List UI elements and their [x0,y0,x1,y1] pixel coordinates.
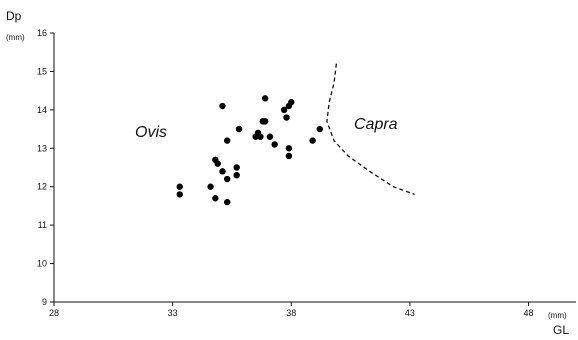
data-point [283,114,290,121]
region-labels: Ovis Capra [135,116,398,141]
data-point [233,171,240,179]
axes: 28 33 38 43 48 9 10 11 12 13 14 15 16 [37,28,576,318]
data-point [288,98,295,106]
x-tick-label: 48 [524,308,534,318]
data-point [224,137,231,144]
x-axis-unit: (mm) [548,311,567,320]
data-point [285,145,293,152]
data-point [207,183,214,190]
data-point [224,198,231,206]
data-point [316,125,323,133]
data-point [214,160,221,167]
data-point [176,191,183,198]
region-label-capra: Capra [354,116,398,133]
y-axis-title: Dp [6,9,22,23]
y-tick-label: 11 [38,220,47,230]
data-points [176,95,323,206]
data-point [219,102,226,110]
data-point [261,95,269,102]
data-point [235,125,243,133]
y-tick-label: 16 [37,28,47,38]
y-tick-label: 12 [37,182,47,192]
x-tick-label: 28 [49,308,59,318]
data-point [233,164,240,171]
x-tick-label: 33 [168,308,178,318]
y-tick-label: 14 [37,105,47,115]
y-tick-label: 10 [37,259,47,269]
data-point [271,141,278,148]
y-tick-label: 9 [42,297,47,307]
data-point [266,133,274,140]
data-point [261,118,269,125]
data-point [257,133,264,140]
region-label-ovis: Ovis [135,124,167,141]
data-point [219,168,226,175]
axis-labels: Dp (mm) GL (mm) [6,9,569,337]
data-point [176,183,183,190]
data-point [224,175,231,183]
y-tick-label: 15 [37,66,47,76]
x-tick-label: 43 [405,308,415,318]
y-axis-ticks: 9 10 11 12 13 14 15 16 [37,28,54,307]
x-axis-title: GL [553,323,569,337]
y-axis-unit: (mm) [6,33,25,42]
x-tick-label: 38 [286,308,296,318]
boundary-dashed-line [326,63,415,196]
y-tick-label: 13 [37,143,47,153]
data-point [309,137,316,144]
data-point [280,106,288,114]
x-axis-ticks: 28 33 38 43 48 [49,302,534,318]
data-point [212,195,219,202]
data-point [285,152,293,160]
